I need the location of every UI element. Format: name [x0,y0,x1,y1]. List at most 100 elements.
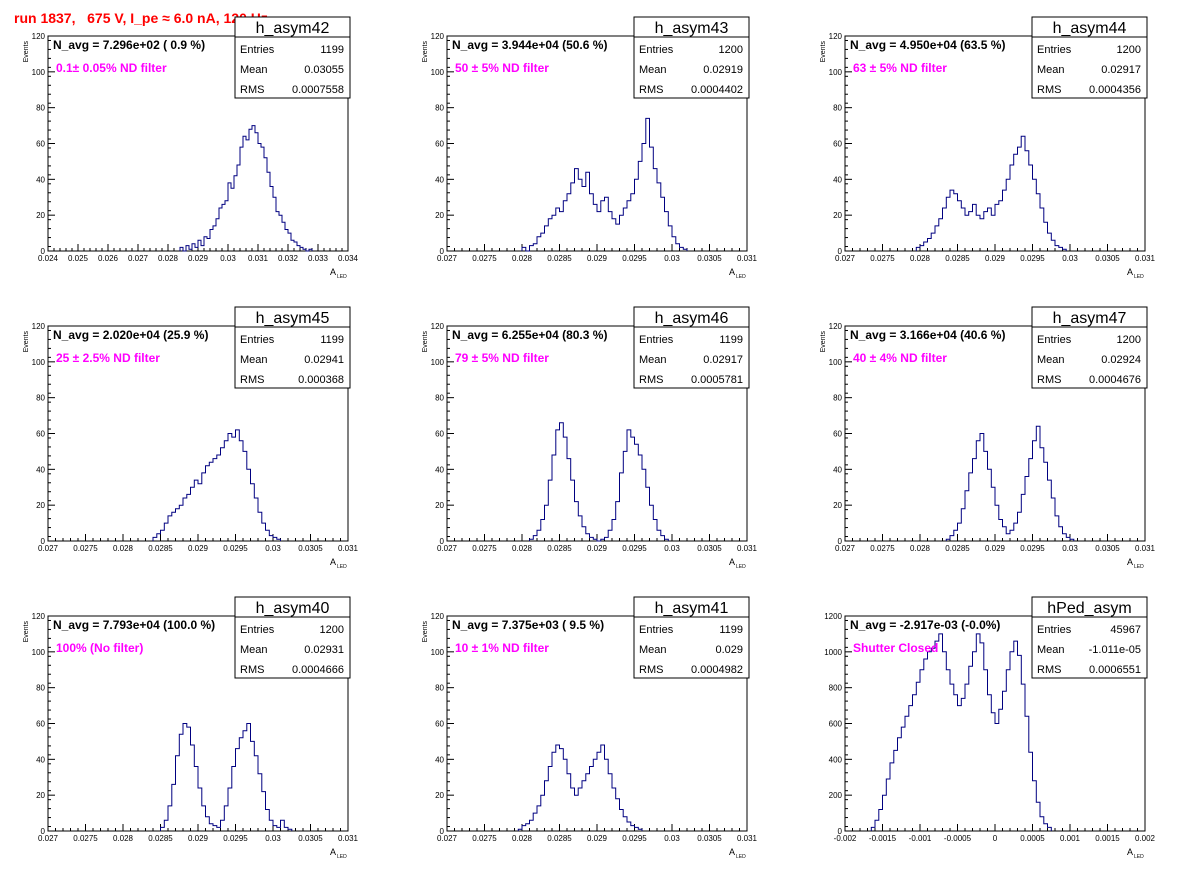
stats-label: Mean [639,64,667,76]
y-tick-label: 0 [41,247,46,256]
histogram-panel: 0 20 40 60 80 100 120 0.027 0.0275 0.028 0.0285 0.0… [422,596,758,860]
filter-label: 63 ± 5% ND filter [853,61,947,75]
y-tick-label: 1000 [824,648,842,657]
stats-value: 1199 [320,334,344,346]
y-tick-label: 120 [32,32,46,41]
y-tick-label: 100 [32,648,46,657]
x-tick-label: -0.002 [834,834,857,843]
x-tick-label: 0.029 [188,254,209,263]
stats-value: 1200 [1117,44,1141,56]
stats-value: 0.029 [715,644,743,656]
x-tick-label: 0.033 [308,254,329,263]
x-tick-label: 0.027 [38,834,59,843]
x-tick-label: 0.029 [587,834,608,843]
x-tick-label: 0.027 [835,544,856,553]
n-avg-label: N_avg = 7.375e+03 ( 9.5 %) [452,618,604,632]
x-tick-label: 0.0295 [223,834,248,843]
y-tick-label: 40 [36,175,45,184]
x-tick-label: 0.0275 [472,834,497,843]
y-tick-label: 20 [833,211,842,220]
x-axis-label: A [729,847,735,857]
stats-box [633,306,750,389]
x-axis-label: A [729,557,735,567]
histogram-name: hPed_asym [1047,600,1132,617]
n-avg-label: N_avg = 3.166e+04 (40.6 %) [850,328,1005,342]
stats-label: Mean [240,644,268,656]
y-tick-label: 0 [838,827,843,836]
x-tick-label: 0.0305 [697,834,722,843]
n-avg-label: N_avg = -2.917e-03 (-0.0%) [850,618,1000,632]
stats-label: Entries [1037,334,1072,346]
stats-label: Entries [639,334,674,346]
stats-label: Entries [240,334,275,346]
y-tick-label: 200 [829,791,843,800]
y-tick-label: 0 [440,537,445,546]
y-tick-label: 60 [435,430,444,439]
y-tick-label: 120 [431,32,445,41]
x-axis-label: A [729,267,735,277]
y-tick-label: 100 [431,358,445,367]
stats-value: 1200 [719,44,743,56]
stats-label: Mean [1037,644,1065,656]
x-tick-label: 0.028 [113,544,134,553]
x-tick-label: 0.0305 [1095,544,1120,553]
x-tick-label: 0.0275 [472,544,497,553]
n-avg-label: N_avg = 3.944e+04 (50.6 %) [452,38,607,52]
y-tick-label: 60 [435,720,444,729]
x-axis-label-subscript: LED [1134,564,1144,570]
stats-label: Mean [1037,64,1065,76]
histogram-panel: 0 20 40 60 80 100 120 0.027 0.0275 0.028 0.0285 0.0… [422,16,758,280]
stats-label: RMS [1037,374,1061,386]
x-tick-label: 0.029 [188,834,209,843]
stats-value: 0.0004676 [1089,374,1141,386]
stats-value: 0.02924 [1101,354,1141,366]
x-tick-label: 0.025 [68,254,89,263]
x-tick-label: 0.028 [910,544,931,553]
y-tick-label: 40 [833,175,842,184]
histogram-name: h_asym47 [1053,310,1127,327]
stats-label: RMS [1037,664,1061,676]
filter-label: 50 ± 5% ND filter [455,61,549,75]
n-avg-label: N_avg = 7.793e+04 (100.0 %) [53,618,215,632]
stats-box [633,596,750,679]
x-tick-label: 0.027 [128,254,149,263]
stats-value: 45967 [1110,624,1141,636]
y-tick-label: 100 [431,648,445,657]
x-tick-label: 0.031 [338,544,359,553]
x-tick-label: 0.024 [38,254,59,263]
stats-value: -1.011e-05 [1089,644,1141,656]
y-tick-label: 120 [829,32,843,41]
histogram-panel: 0 200 400 600 800 1000 1200 -0.002 -0.0015 -0.001… [824,596,1156,860]
histogram-name: h_asym42 [256,20,330,37]
y-tick-label: 80 [435,394,444,403]
x-tick-label: 0.034 [338,254,359,263]
y-tick-label: 40 [36,465,45,474]
stats-value: 0.02917 [703,354,743,366]
y-tick-label: 100 [32,358,46,367]
stats-value: 0.0004356 [1089,84,1141,96]
y-tick-label: 40 [435,755,444,764]
x-axis-label: A [330,557,336,567]
x-tick-label: 0.0305 [1095,254,1120,263]
stats-label: Entries [1037,624,1072,636]
y-tick-label: 40 [36,755,45,764]
stats-label: Entries [639,624,674,636]
stats-value: 1200 [1117,334,1141,346]
y-tick-label: 600 [829,720,843,729]
x-tick-label: 0.03 [664,544,680,553]
histogram-series [870,633,1052,831]
histogram-name: h_asym40 [256,600,330,617]
stats-label: RMS [639,84,663,96]
stats-value: 0.03055 [304,64,344,76]
x-tick-label: 0.0305 [298,834,323,843]
x-tick-label: 0.029 [985,544,1006,553]
stats-value: 0.0006551 [1089,664,1141,676]
x-tick-label: 0.027 [437,834,458,843]
y-tick-label: 60 [833,430,842,439]
y-tick-label: 0 [41,537,46,546]
histogram-name: h_asym46 [655,310,729,327]
y-tick-label: 60 [36,720,45,729]
stats-value: 0.0005781 [691,374,743,386]
histogram-panel: 0 20 40 60 80 100 120 0.027 0.0275 0.028 0.0285 0.0… [23,306,359,570]
